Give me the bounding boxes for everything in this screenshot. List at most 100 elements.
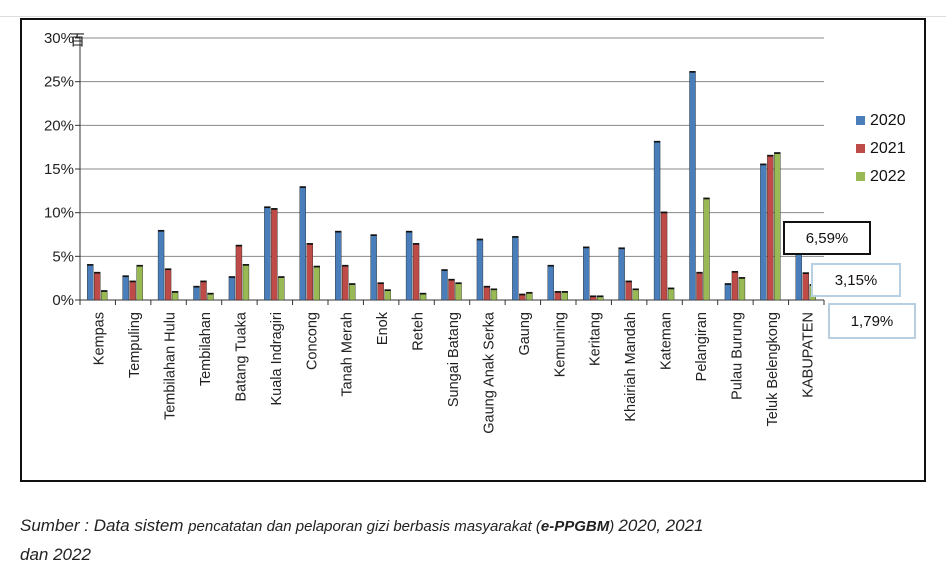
- bar-2021: [448, 278, 455, 301]
- bar-2020: [547, 264, 554, 301]
- bar-cap-2021: [94, 272, 101, 274]
- top-divider: [0, 16, 946, 17]
- bar-cap-2020: [158, 230, 165, 232]
- source-caption: Sumber : Data sistem pencatatan dan pela…: [20, 512, 920, 569]
- category-label: Kemuning: [552, 312, 568, 377]
- bar-2020: [405, 230, 413, 301]
- bar-cap-2022: [668, 287, 675, 290]
- bar-cap-2022: [384, 289, 391, 292]
- bar-2020: [87, 263, 94, 301]
- bar-cap-2020: [476, 238, 483, 241]
- bar-2021: [129, 280, 136, 301]
- bar-cap-2022: [561, 291, 568, 293]
- bar-2020: [512, 236, 519, 301]
- bar-cap-2022: [136, 265, 143, 267]
- y-tick-label: 25%: [44, 74, 74, 91]
- bar-cap-2021: [696, 272, 703, 274]
- bar-cap-2021: [731, 271, 738, 273]
- bar-cap-2020: [299, 186, 306, 188]
- category-label: KABUPATEN: [800, 312, 816, 398]
- bar-cap-2020: [583, 246, 590, 249]
- category-label: Enok: [375, 311, 391, 345]
- bar-2022: [455, 282, 462, 301]
- bar-cap-2021: [625, 280, 632, 283]
- category-label: Pulau Burung: [729, 312, 745, 400]
- category-label: Batang Tuaka: [233, 311, 249, 401]
- caption-years-line2: dan 2022: [20, 545, 91, 564]
- callout-2021-kabupaten: 3,15%: [811, 263, 901, 297]
- caption-source-prefix: Sumber : Data sistem: [20, 516, 189, 535]
- category-label: Kateman: [659, 312, 675, 370]
- y-tick-label: 30%: [44, 30, 74, 47]
- bar-2020: [228, 276, 236, 301]
- bar-2020: [583, 246, 590, 301]
- y-tick-label: 5%: [52, 248, 74, 265]
- category-label: Kempas: [92, 312, 108, 365]
- bar-cap-2022: [455, 282, 462, 285]
- caption-source-desc: pencatatan dan pelaporan gizi berbasis m…: [188, 518, 541, 535]
- bar-cap-2021: [519, 293, 526, 296]
- bar-cap-2021: [413, 243, 420, 245]
- bar-cap-2020: [512, 236, 519, 238]
- bar-cap-2020: [228, 276, 235, 278]
- bar-cap-2021: [165, 268, 172, 271]
- bar-2021: [802, 272, 809, 301]
- bar-cap-2021: [448, 279, 455, 281]
- legend-label-2021: 2021: [870, 140, 906, 157]
- bar-2022: [490, 288, 498, 301]
- legend-label-2020: 2020: [870, 112, 906, 129]
- y-tick-label: 10%: [44, 205, 74, 222]
- bar-cap-2022: [313, 265, 320, 268]
- caption-years: 2020, 2021: [618, 516, 704, 535]
- legend-swatch-2022: [856, 172, 865, 181]
- bar-cap-2020: [370, 234, 377, 236]
- y-tick-label: 15%: [44, 161, 74, 178]
- bar-2021: [767, 154, 774, 301]
- bar-cap-2022: [207, 293, 214, 295]
- bar-cap-2022: [242, 264, 249, 266]
- legend-swatch-2021: [856, 144, 865, 153]
- bar-2022: [667, 287, 675, 301]
- bar-cap-2021: [483, 286, 490, 288]
- legend-label-2022: 2022: [870, 168, 906, 185]
- category-label: Tembilahan Hulu: [163, 312, 179, 420]
- bar-cap-2021: [235, 244, 242, 247]
- bar-2021: [271, 208, 278, 301]
- callout-2020-kabupaten: 6,59%: [783, 221, 871, 255]
- bar-cap-2021: [129, 280, 136, 283]
- y-tick-label: 0%: [52, 292, 74, 309]
- bar-cap-2021: [590, 295, 597, 298]
- bar-2021: [306, 243, 313, 301]
- bar-cap-2020: [122, 275, 129, 278]
- bar-2022: [349, 283, 356, 301]
- legend-swatch-2020: [856, 116, 865, 125]
- bar-2021: [342, 264, 349, 301]
- bar-cap-2020: [760, 163, 767, 166]
- bar-2022: [738, 277, 746, 301]
- bar-cap-2020: [264, 206, 271, 209]
- category-label: Tempuling: [127, 312, 143, 378]
- bar-2021: [94, 271, 101, 301]
- bar-2021: [731, 270, 739, 301]
- bar-cap-2022: [738, 277, 745, 279]
- category-label: Kuala Indragiri: [269, 312, 285, 406]
- bar-2020: [335, 230, 342, 301]
- bar-cap-2021: [554, 291, 561, 293]
- callout-2020-label: 6,59%: [805, 229, 849, 247]
- bar-cap-2022: [526, 292, 533, 294]
- bar-2022: [632, 288, 639, 301]
- bar-cap-2021: [377, 282, 384, 285]
- bar-2020: [441, 269, 448, 301]
- bar-cap-2021: [661, 211, 668, 214]
- bar-2021: [483, 285, 491, 301]
- bar-cap-2020: [441, 269, 448, 271]
- bar-2022: [136, 264, 143, 301]
- bar-2020: [299, 186, 306, 301]
- bar-cap-2022: [349, 283, 356, 285]
- category-label: Teluk Belengkong: [765, 312, 781, 426]
- bar-cap-2020: [689, 71, 696, 73]
- bar-2020: [618, 247, 625, 301]
- bar-2021: [660, 211, 668, 301]
- bar-2020: [193, 285, 200, 301]
